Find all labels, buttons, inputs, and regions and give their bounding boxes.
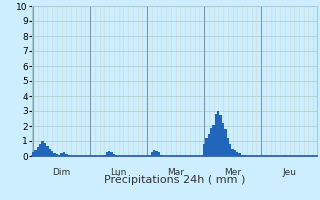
Bar [56, 154, 58, 156]
Bar [234, 150, 236, 156]
X-axis label: Précipitations 24h ( mm ): Précipitations 24h ( mm ) [104, 175, 245, 185]
Bar [241, 154, 243, 156]
Bar [63, 152, 65, 156]
Bar [108, 151, 110, 156]
Bar [49, 148, 51, 156]
Bar [210, 128, 212, 156]
Text: Dim: Dim [52, 168, 71, 177]
Bar [42, 141, 44, 156]
Bar [115, 154, 117, 156]
Bar [51, 151, 53, 156]
Bar [212, 124, 215, 156]
Bar [32, 152, 34, 156]
Bar [215, 114, 217, 156]
Bar [39, 144, 42, 156]
Bar [284, 154, 286, 156]
Bar [222, 123, 224, 156]
Text: Lun: Lun [110, 168, 127, 177]
Bar [68, 154, 70, 156]
Bar [58, 154, 60, 156]
Bar [243, 155, 246, 156]
Bar [151, 152, 153, 156]
Bar [156, 151, 158, 156]
Bar [106, 152, 108, 156]
Bar [158, 152, 160, 156]
Text: Jeu: Jeu [283, 168, 297, 177]
Bar [224, 129, 227, 156]
Bar [312, 154, 315, 156]
Bar [34, 150, 37, 156]
Bar [217, 111, 220, 156]
Bar [60, 153, 63, 156]
Bar [113, 154, 115, 156]
Bar [53, 153, 56, 156]
Bar [238, 153, 241, 156]
Text: Mar: Mar [167, 168, 184, 177]
Bar [203, 144, 205, 156]
Bar [160, 154, 163, 156]
Bar [205, 138, 208, 156]
Bar [37, 147, 39, 156]
Bar [208, 134, 210, 156]
Bar [227, 138, 229, 156]
Bar [229, 144, 231, 156]
Bar [220, 115, 222, 156]
Text: Mer: Mer [224, 168, 241, 177]
Bar [103, 154, 106, 156]
Bar [236, 152, 238, 156]
Bar [65, 154, 68, 156]
Bar [153, 150, 156, 156]
Bar [44, 142, 46, 156]
Bar [110, 152, 113, 156]
Bar [231, 148, 234, 156]
Bar [46, 146, 49, 156]
